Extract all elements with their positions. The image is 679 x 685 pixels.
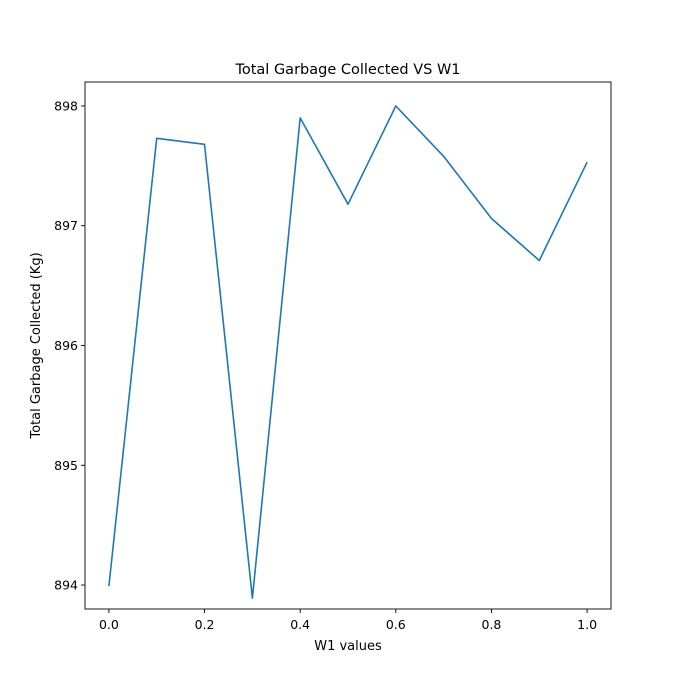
- x-tick-label: 1.0: [577, 617, 597, 632]
- y-tick-label: 896: [54, 338, 78, 353]
- chart-title: Total Garbage Collected VS W1: [234, 62, 460, 78]
- x-tick-label: 0.8: [482, 617, 502, 632]
- x-tick-label: 0.2: [195, 617, 215, 632]
- x-tick-label: 0.6: [386, 617, 406, 632]
- x-tick-label: 0.4: [290, 617, 310, 632]
- y-axis-label: Total Garbage Collected (Kg): [29, 252, 44, 439]
- y-tick-label: 897: [54, 218, 78, 233]
- y-tick-label: 895: [54, 458, 78, 473]
- y-tick-label: 894: [54, 578, 78, 593]
- x-axis-label: W1 values: [314, 639, 382, 654]
- data-line: [108, 105, 588, 600]
- x-tick-label: 0.0: [99, 617, 119, 632]
- plot-area-frame: [84, 81, 612, 610]
- y-tick-label: 898: [54, 98, 78, 113]
